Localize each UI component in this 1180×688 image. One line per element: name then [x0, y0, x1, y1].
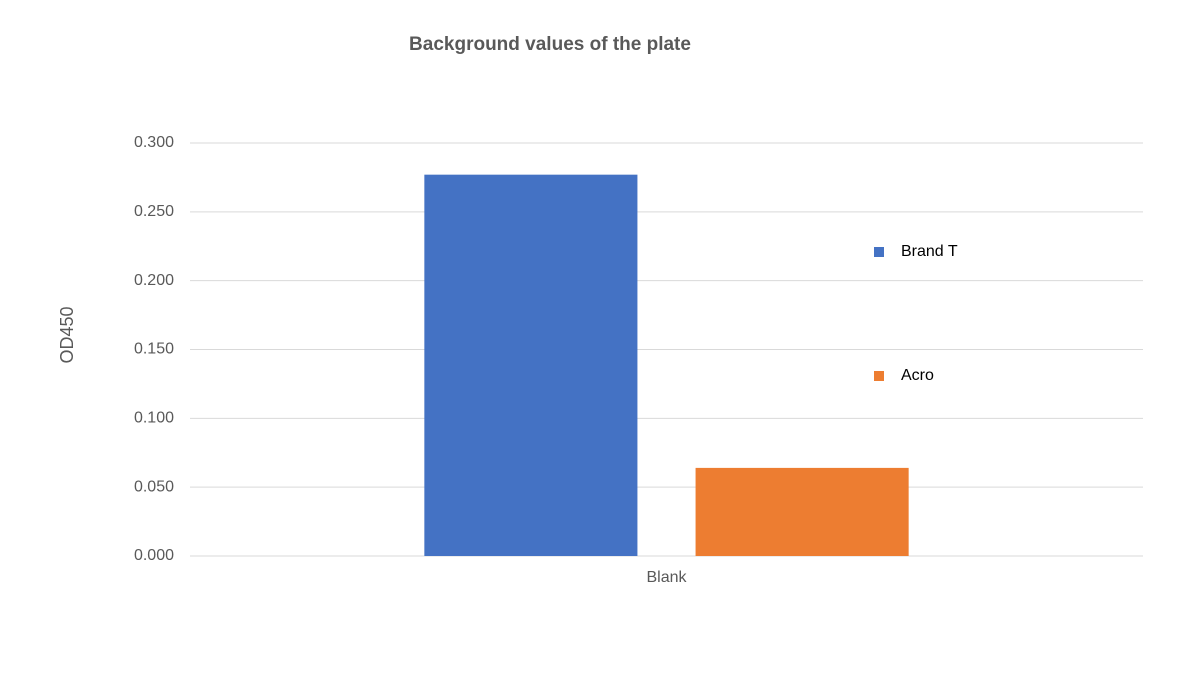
- legend-swatch: [874, 371, 884, 381]
- chart-title: Background values of the plate: [409, 34, 691, 55]
- legend-swatch: [874, 247, 884, 257]
- y-tick-label: 0.100: [134, 410, 174, 427]
- y-tick-label: 0.200: [134, 272, 174, 289]
- y-tick-label: 0.000: [134, 547, 174, 564]
- y-tick-label: 0.300: [134, 134, 174, 151]
- bar: [424, 174, 638, 556]
- y-tick-label: 0.150: [134, 341, 174, 358]
- y-axis-label: OD450: [57, 306, 77, 363]
- legend-label: Brand T: [901, 243, 958, 260]
- x-tick-label: Blank: [646, 569, 687, 586]
- legend-label: Acro: [901, 367, 934, 384]
- y-tick-label: 0.250: [134, 203, 174, 220]
- bar: [695, 467, 909, 556]
- y-tick-label: 0.050: [134, 478, 174, 495]
